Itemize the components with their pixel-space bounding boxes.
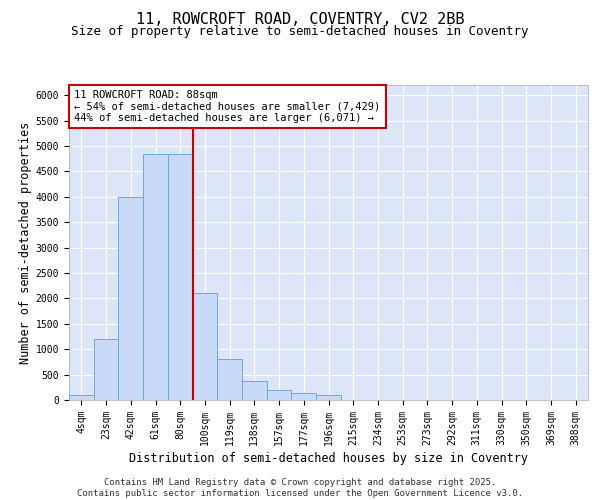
Bar xyxy=(118,197,143,400)
Bar xyxy=(267,390,292,400)
Text: Contains HM Land Registry data © Crown copyright and database right 2025.
Contai: Contains HM Land Registry data © Crown c… xyxy=(77,478,523,498)
Bar xyxy=(292,394,316,400)
Bar xyxy=(242,380,267,400)
Bar xyxy=(316,396,341,400)
Bar xyxy=(143,154,168,400)
Y-axis label: Number of semi-detached properties: Number of semi-detached properties xyxy=(19,122,32,364)
Bar xyxy=(168,154,193,400)
X-axis label: Distribution of semi-detached houses by size in Coventry: Distribution of semi-detached houses by … xyxy=(129,452,528,465)
Bar xyxy=(94,339,118,400)
Bar xyxy=(217,360,242,400)
Text: 11 ROWCROFT ROAD: 88sqm
← 54% of semi-detached houses are smaller (7,429)
44% of: 11 ROWCROFT ROAD: 88sqm ← 54% of semi-de… xyxy=(74,90,380,123)
Bar xyxy=(69,395,94,400)
Bar xyxy=(193,294,217,400)
Text: 11, ROWCROFT ROAD, COVENTRY, CV2 2BB: 11, ROWCROFT ROAD, COVENTRY, CV2 2BB xyxy=(136,12,464,28)
Text: Size of property relative to semi-detached houses in Coventry: Size of property relative to semi-detach… xyxy=(71,25,529,38)
